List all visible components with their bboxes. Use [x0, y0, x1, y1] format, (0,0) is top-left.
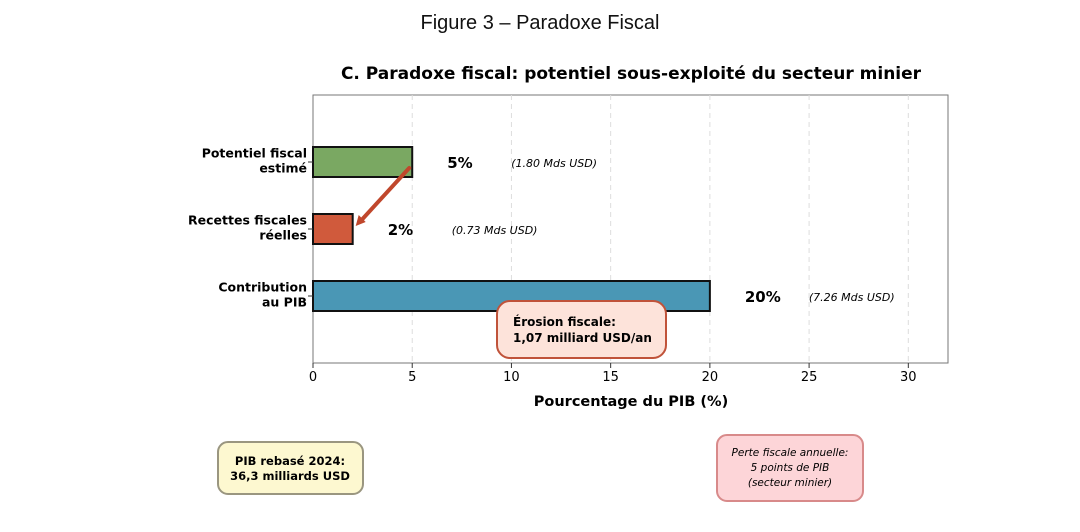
erosion-annotation-text: 1,07 milliard USD/an	[513, 331, 652, 345]
arrow-line	[358, 166, 412, 223]
fiscal-loss-text: 5 points de PIB	[751, 462, 830, 474]
figure-heading: Figure 3 – Paradoxe Fiscal	[420, 12, 659, 34]
usd-label: (7.26 Mds USD)	[809, 291, 895, 304]
y-tick-label: estimé	[259, 161, 307, 176]
x-tick-label: 25	[801, 370, 818, 385]
gdp-rebased-box	[217, 441, 364, 495]
y-tick-label: réelles	[259, 228, 307, 243]
usd-label: (1.80 Mds USD)	[511, 157, 597, 170]
x-tick-label: 0	[309, 370, 317, 385]
x-tick-label: 20	[702, 370, 719, 385]
y-tick-label: au PIB	[262, 295, 307, 310]
gdp-rebased-text: PIB rebasé 2024:	[235, 454, 345, 468]
value-label: 5%	[447, 154, 472, 172]
bar	[312, 146, 414, 178]
arrow-head	[355, 215, 366, 226]
fiscal-loss-box	[716, 434, 864, 502]
x-axis-label: Pourcentage du PIB (%)	[534, 394, 728, 410]
usd-label: (0.73 Mds USD)	[452, 224, 538, 237]
y-tick-label: Contribution	[218, 280, 307, 295]
y-tick-label: Potentiel fiscal	[202, 146, 307, 161]
x-tick-label: 10	[503, 370, 520, 385]
value-label: 2%	[388, 221, 413, 239]
x-tick-label: 30	[900, 370, 917, 385]
gdp-rebased-text: 36,3 milliards USD	[230, 469, 350, 483]
fiscal-loss-text: (secteur minier)	[748, 477, 832, 489]
erosion-annotation-text: Érosion fiscale:	[513, 314, 616, 329]
y-tick-label: Recettes fiscales	[188, 213, 307, 228]
erosion-annotation-box	[496, 300, 667, 359]
bar	[312, 213, 354, 245]
chart-title: C. Paradoxe fiscal: potentiel sous-explo…	[341, 64, 922, 84]
x-tick-label: 5	[408, 370, 416, 385]
x-tick-label: 15	[602, 370, 619, 385]
fiscal-loss-text: Perte fiscale annuelle:	[732, 447, 849, 459]
value-label: 20%	[745, 288, 781, 306]
